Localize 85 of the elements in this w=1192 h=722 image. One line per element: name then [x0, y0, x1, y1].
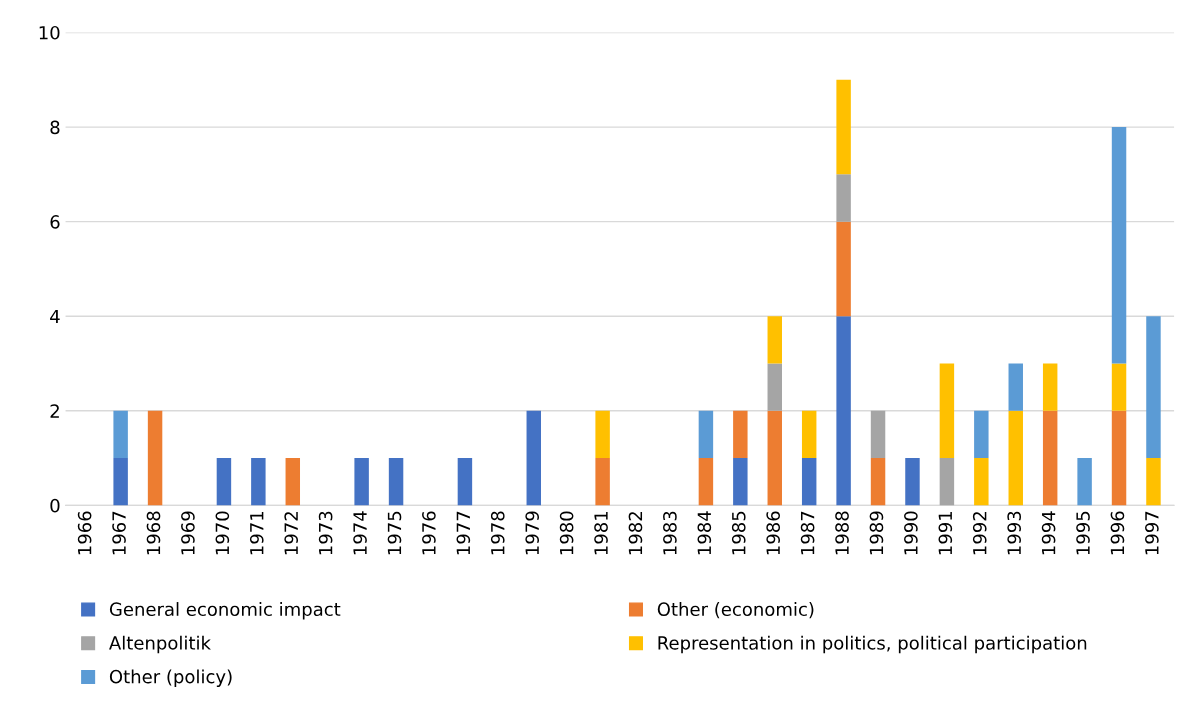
bar — [870, 458, 886, 506]
x-tick-label: 1973 — [318, 511, 333, 555]
x-tick-label: 1978 — [490, 511, 505, 555]
bar — [1077, 458, 1092, 506]
bar — [836, 174, 851, 222]
bar — [1111, 127, 1127, 364]
bar — [1008, 363, 1023, 411]
bar — [974, 410, 989, 459]
bar — [767, 410, 782, 506]
bar — [767, 316, 782, 364]
x-tick-label: 1971 — [249, 511, 264, 555]
bar — [836, 316, 851, 506]
x-tick-label: 1981 — [594, 511, 608, 555]
x-tick-label: 1985 — [731, 511, 746, 555]
x-tick-label: 1974 — [353, 511, 367, 555]
x-tick-label: 1969 — [181, 511, 195, 555]
bar — [113, 458, 128, 506]
y-tick-label: 10 — [39, 25, 60, 40]
bar — [905, 458, 920, 506]
legend-label: Representation in politics, political participation — [658, 635, 1087, 654]
bar — [388, 458, 404, 506]
bar — [836, 79, 851, 175]
legend-label: Other (policy) — [109, 669, 232, 687]
bar — [836, 221, 851, 317]
x-tick-label: 1986 — [766, 511, 780, 555]
x-tick-label: 1968 — [146, 511, 161, 555]
y-tick-label: 8 — [50, 120, 60, 135]
x-tick-label: 1980 — [559, 511, 574, 555]
x-tick-label: 1976 — [422, 511, 436, 555]
x-tick-label: 1984 — [697, 511, 712, 555]
bar — [285, 458, 301, 506]
legend-label: General economic impact — [109, 602, 341, 620]
y-tick-label: 4 — [50, 309, 60, 324]
bar — [698, 458, 714, 506]
bar — [216, 458, 232, 506]
bar — [526, 410, 541, 506]
y-tick-label: 2 — [50, 404, 59, 418]
x-tick-label: 1966 — [77, 511, 92, 555]
bar — [354, 458, 369, 506]
y-tick-label: 0 — [50, 498, 60, 513]
bar — [147, 410, 163, 506]
bar — [1042, 363, 1058, 411]
x-tick-label: 1975 — [387, 511, 402, 555]
bar — [974, 458, 989, 506]
legend-label: Altenpolitik — [109, 635, 211, 654]
bar — [733, 458, 748, 506]
x-tick-label: 1967 — [112, 511, 126, 555]
y-tick-label: 6 — [50, 215, 60, 229]
bar — [939, 363, 955, 459]
x-tick-label: 1991 — [938, 511, 953, 555]
x-tick-label: 1982 — [628, 512, 643, 555]
x-tick-label: 1992 — [972, 512, 987, 555]
x-tick-label: 1972 — [284, 512, 299, 555]
bar — [457, 458, 473, 506]
x-tick-label: 1990 — [904, 511, 918, 555]
bar — [1042, 410, 1058, 506]
x-tick-label: 1993 — [1007, 511, 1021, 555]
bar — [595, 458, 610, 506]
legend-label: Other (economic) — [657, 602, 814, 619]
bar — [113, 410, 128, 459]
x-tick-label: 1977 — [456, 511, 471, 555]
x-tick-label: 1996 — [1110, 511, 1125, 555]
x-tick-label: 1983 — [663, 511, 677, 555]
x-tick-label: 1997 — [1145, 511, 1159, 555]
bar — [1111, 410, 1127, 506]
x-tick-label: 1995 — [1076, 511, 1090, 555]
bar — [939, 458, 955, 506]
x-tick-label: 1989 — [869, 511, 884, 555]
bar — [801, 458, 817, 506]
x-tick-label: 1970 — [215, 511, 230, 555]
bar — [251, 458, 266, 506]
bar — [801, 410, 817, 459]
x-tick-label: 1988 — [835, 511, 849, 555]
bar — [870, 410, 886, 459]
bar — [733, 410, 748, 459]
bar — [1008, 410, 1023, 506]
x-tick-label: 1979 — [525, 511, 540, 555]
bar — [1111, 363, 1127, 411]
bar — [1146, 316, 1161, 459]
bar — [698, 410, 714, 459]
bar — [767, 363, 782, 411]
x-tick-label: 1987 — [800, 511, 815, 555]
x-tick-label: 1994 — [1041, 511, 1056, 555]
bar — [1146, 458, 1161, 506]
bar — [595, 410, 610, 459]
